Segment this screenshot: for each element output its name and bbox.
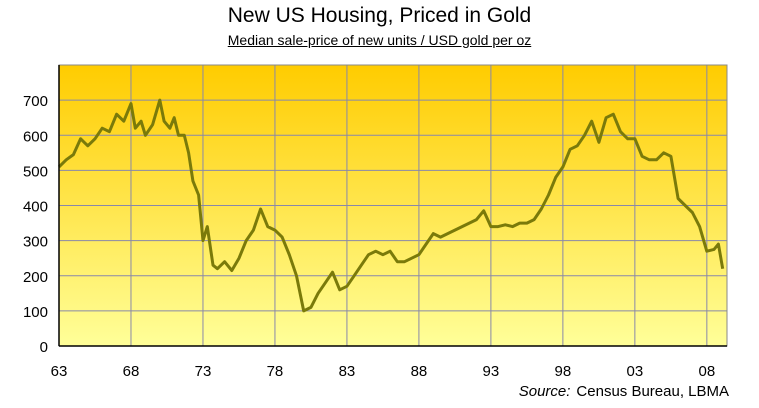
x-tick-label: 93 [483, 363, 500, 380]
x-tick-label: 63 [51, 363, 68, 380]
y-tick-label: 100 [23, 304, 48, 321]
x-tick-label: 68 [123, 363, 140, 380]
y-tick-label: 300 [23, 234, 48, 251]
x-tick-label: 78 [267, 363, 284, 380]
x-tick-label: 98 [555, 363, 572, 380]
x-tick-label: 03 [627, 363, 644, 380]
series-line [57, 98, 725, 313]
x-tick-label: 88 [411, 363, 428, 380]
y-tick-label: 500 [23, 163, 48, 180]
y-tick-label: 0 [40, 339, 48, 356]
chart-subtitle: Median sale-price of new units / USD gol… [227, 32, 532, 48]
y-tick-label: 700 [23, 93, 48, 110]
source-text: Census Bureau, LBMA [576, 383, 729, 400]
y-tick-label: 200 [23, 269, 48, 286]
x-tick-label: 73 [195, 363, 212, 380]
y-tick-label: 600 [23, 128, 48, 145]
source-label: Source: [518, 383, 571, 400]
x-tick-label: 83 [339, 363, 356, 380]
chart-title: New US Housing, Priced in Gold [227, 4, 532, 27]
x-tick-label: 08 [699, 363, 716, 380]
y-tick-label: 400 [23, 199, 48, 216]
source-note: Source: Census Bureau, LBMA [519, 383, 729, 400]
